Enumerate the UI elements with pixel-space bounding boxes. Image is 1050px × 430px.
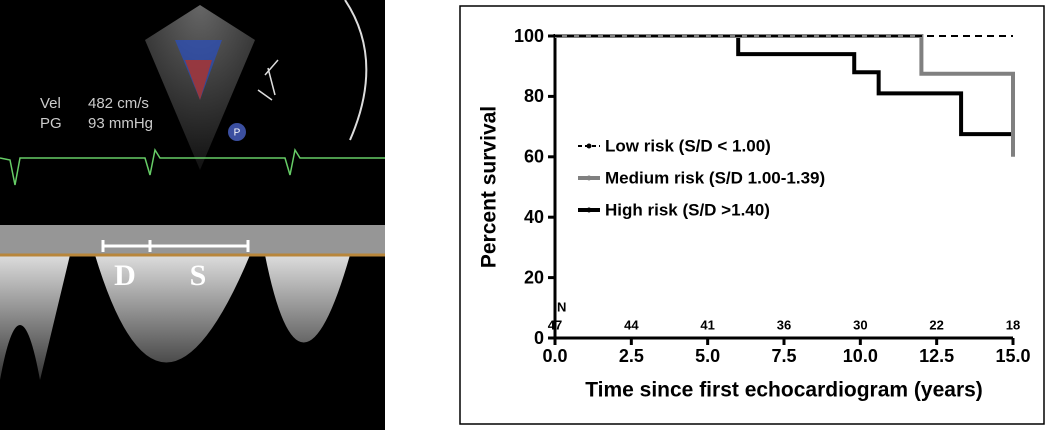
survival-line	[555, 34, 1013, 137]
pg-label: PG	[40, 115, 62, 132]
curve	[344, 0, 368, 141]
y-tick-label: 60	[524, 147, 544, 167]
at-risk-count: 44	[624, 317, 639, 332]
y-tick-label: 100	[514, 26, 544, 46]
vel-value: 482 cm/s	[88, 95, 149, 112]
interval-brackets	[101, 240, 250, 252]
at-risk-count: 22	[929, 317, 943, 332]
at-risk-count: 41	[700, 317, 714, 332]
y-tick-label: 20	[524, 267, 544, 287]
x-tick-label: 5.0	[695, 346, 720, 366]
at-risk-count: 30	[853, 317, 867, 332]
chart: 0 20 40 60 80 100 0.0 47 2.5 44 5.0 41 7.5 36 10.0 30 12…	[478, 26, 1031, 402]
ultrasound-image: P Vel 482 cm/s PG 93 mmHg D S	[0, 0, 385, 430]
x-axis-label: Time since first echocardiogram (years)	[585, 379, 983, 402]
legend-marker	[586, 175, 592, 181]
marker-s: S	[190, 259, 207, 292]
at-risk-count: 18	[1006, 317, 1020, 332]
legend-label: High risk (S/D >1.40)	[605, 200, 770, 219]
at-risk-count: 36	[777, 317, 791, 332]
at-risk-label: N	[557, 299, 566, 314]
marker-d: D	[114, 259, 136, 292]
color-flow	[185, 60, 212, 100]
x-tick-label: 15.0	[995, 346, 1030, 366]
at-risk-count: 47	[548, 317, 562, 332]
probe-label: P	[234, 128, 241, 139]
ecg-trace	[0, 148, 385, 186]
y-tick-label: 40	[524, 207, 544, 227]
caliper	[257, 59, 279, 101]
legend-marker	[586, 143, 592, 149]
legend-label: Medium risk (S/D 1.00-1.39)	[605, 168, 825, 187]
y-tick-label: 80	[524, 86, 544, 106]
y-tick-label: 0	[534, 328, 544, 348]
y-axis-label: Percent survival	[478, 106, 501, 268]
doppler-envelope	[0, 255, 350, 380]
x-tick-label: 12.5	[919, 346, 954, 366]
x-tick-label: 0.0	[542, 346, 567, 366]
legend-label: Low risk (S/D < 1.00)	[605, 136, 771, 155]
probe-dot	[228, 123, 246, 141]
pg-value: 93 mmHg	[88, 115, 153, 132]
x-tick-label: 7.5	[771, 346, 796, 366]
vel-label: Vel	[40, 95, 61, 112]
x-tick-label: 10.0	[843, 346, 878, 366]
legend-marker	[586, 207, 592, 213]
x-tick-label: 2.5	[619, 346, 644, 366]
baseline-band	[0, 225, 385, 255]
